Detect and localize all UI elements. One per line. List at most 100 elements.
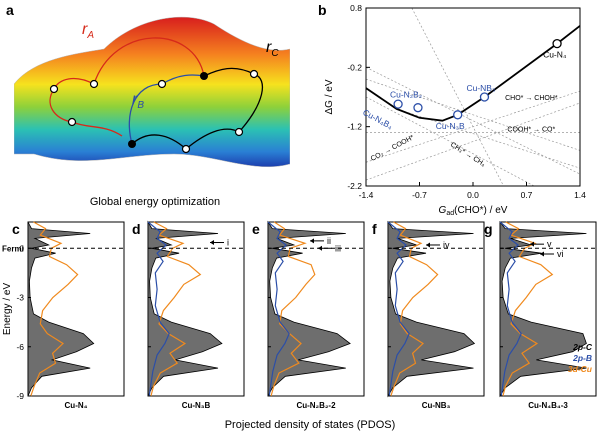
pdos-2p-C-area (499, 220, 587, 398)
marker-arrowhead (540, 251, 544, 257)
pdos-x-axis-label: Projected density of states (PDOS) (225, 419, 396, 431)
line-annotation: CO₂ → COOH* (370, 134, 416, 163)
scaling-line (365, 96, 535, 187)
point-label: Cu-N₂B₂ (390, 90, 422, 100)
y-tick-label: -2.2 (347, 181, 362, 191)
legend-entry: 2p-B (572, 353, 592, 363)
pdos-panel-title: Cu-NB₃ (422, 401, 451, 410)
y-tick-label: -1.2 (347, 122, 362, 132)
landscape-node (157, 79, 167, 89)
pdos-panel-label: g (484, 221, 493, 237)
data-point (453, 110, 463, 120)
y-tick-label: -0.2 (347, 62, 362, 72)
route-c-path-2 (185, 128, 240, 150)
route-a-path-4 (71, 121, 123, 137)
pdos-2p-B-line (267, 221, 290, 397)
energy-landscape: rA rB rC (14, 16, 290, 167)
data-point (393, 99, 403, 109)
pdos-2p-C-area (27, 221, 95, 397)
route-a-path (93, 37, 205, 85)
start-node (128, 140, 136, 148)
y-axis-label: ΔG / eV (324, 79, 335, 114)
landscape-node (49, 84, 59, 94)
data-point (552, 38, 562, 49)
pdos-3d-Cu-line (390, 221, 439, 397)
marker-label: i (227, 238, 229, 248)
marker-label: v (547, 239, 552, 249)
fermi-label: Fermi (2, 244, 24, 253)
global-minimum-node (200, 72, 208, 80)
pdos-2p-C-area (147, 220, 223, 397)
panel-a-label: a (6, 2, 14, 18)
scaling-line (411, 7, 504, 187)
x-axis-label: Gad(CHO*) / eV (439, 205, 508, 217)
point-label: Cu-NB₃ (466, 83, 495, 93)
marker-label: vi (557, 249, 564, 259)
marker-label: ii (327, 236, 331, 246)
route-c-path (131, 134, 187, 150)
pdos-y-axis-label: Energy / eV (2, 283, 13, 336)
landscape-node (89, 79, 99, 89)
line-annotation: COOH* → CO* (507, 126, 555, 133)
pdos-y-tick-label: -9 (16, 391, 24, 401)
legend-entry: 3d-Cu (568, 364, 593, 374)
x-tick-label: 1.4 (574, 190, 586, 200)
pdos-panel-title: Cu-N₂B₂-2 (296, 401, 336, 410)
pdos-2p-B-line (387, 221, 410, 397)
x-tick-label: 0.0 (467, 190, 479, 200)
line-annotation: CHO* → CHOH* (505, 95, 558, 102)
y-tick-label: 0.8 (350, 3, 362, 13)
pdos-y-tick-label: -6 (16, 342, 24, 352)
marker-arrowhead (310, 238, 314, 244)
pdos-3d-Cu-line (502, 221, 554, 397)
pdos-2p-C-area (387, 220, 476, 398)
series-line (365, 25, 581, 122)
legend-entry: 2p-C (572, 342, 593, 352)
pdos-panel-title: Cu-N₄B₄-3 (528, 401, 568, 410)
landscape-node (181, 144, 191, 154)
scaling-line (365, 78, 581, 151)
landscape-node (67, 117, 77, 127)
route-b-label: rB (132, 91, 144, 111)
x-tick-label: -0.7 (412, 190, 427, 200)
route-a-label: rA (82, 21, 94, 41)
pdos-panel-label: e (252, 221, 260, 237)
pdos-panel-title: Cu-N₄ (65, 401, 88, 410)
x-tick-label: -1.4 (359, 190, 374, 200)
landscape-node (234, 127, 244, 137)
data-point (413, 103, 423, 113)
pdos-figure: Energy / eV 0 -3 -6 -9 c Cu-N₄ d Cu-N₃B e Cu-N₂B₂-… (2, 220, 597, 431)
pdos-panel-label: f (372, 221, 377, 237)
pdos-2p-B-line (499, 221, 522, 397)
point-label: Cu-N₃B (436, 121, 465, 131)
point-label: Cu-N₄ (543, 50, 567, 60)
pdos-panel-title: Cu-N₃B (182, 401, 211, 410)
pdos-panel-label: c (12, 221, 20, 237)
panel-b-label: b (318, 2, 327, 18)
marker-arrowhead (318, 245, 322, 251)
panel-a-caption: Global energy optimization (89, 196, 221, 208)
marker-arrowhead (530, 241, 534, 247)
pdos-3d-Cu-line (30, 221, 79, 397)
marker-label: iv (443, 240, 450, 250)
route-a-path-3 (49, 88, 73, 123)
route-b-path (128, 83, 163, 145)
pdos-3d-Cu-line (270, 221, 316, 397)
landscape-node (249, 69, 259, 79)
route-c-path-4 (203, 67, 255, 77)
marker-arrowhead (210, 240, 214, 246)
pdos-2p-C-area (267, 220, 351, 397)
pdos-2p-B-line (147, 221, 170, 397)
route-c-label: rC (266, 39, 279, 59)
pdos-y-tick-label: -3 (16, 293, 24, 303)
data-point (479, 92, 490, 102)
scaling-line (365, 102, 581, 181)
marker-label: iii (335, 243, 341, 253)
line-annotation: CH₃* → CH₄ (449, 141, 486, 168)
x-tick-label: 0.7 (521, 190, 533, 200)
pdos-y-tick-label: 0 (19, 243, 24, 253)
pdos-panel-label: d (132, 221, 141, 237)
marker-arrowhead (426, 242, 430, 248)
pdos-3d-Cu-line (150, 221, 202, 397)
